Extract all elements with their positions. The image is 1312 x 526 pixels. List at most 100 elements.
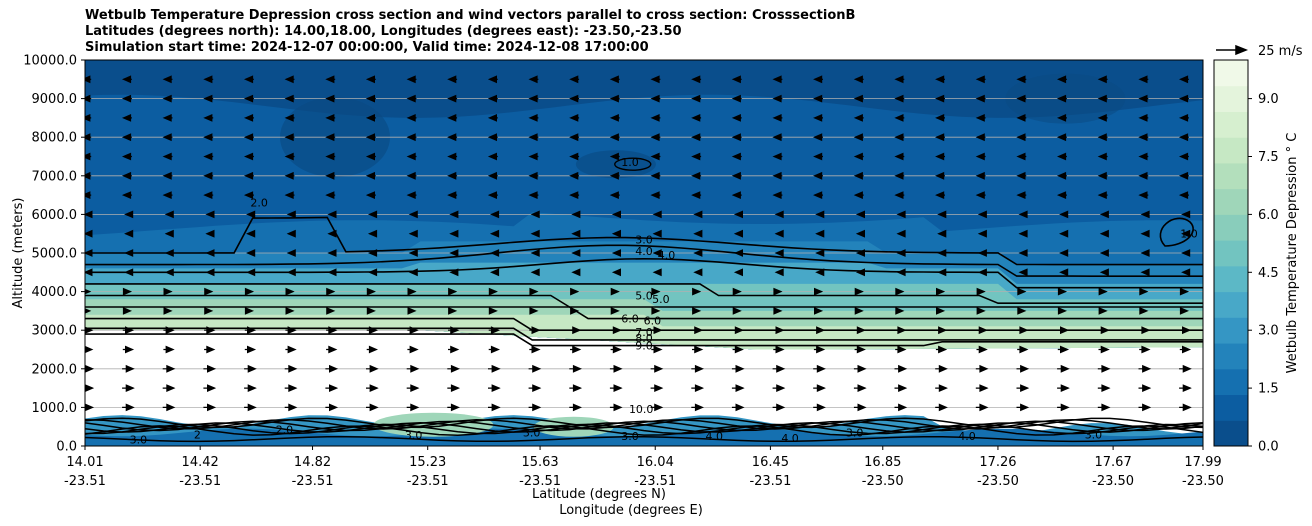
wind-vector: [935, 384, 948, 393]
wind-vector: [243, 152, 254, 161]
x-tick-label-lat: 15.23: [409, 455, 446, 470]
wind-vector: [1017, 306, 1027, 315]
wind-vector: [203, 75, 214, 84]
wind-vector: [732, 345, 744, 354]
wind-vector: [365, 94, 376, 103]
wind-vector: [570, 345, 582, 354]
contour-label: 8.0: [635, 332, 653, 345]
colorbar-segment: [1214, 317, 1248, 344]
wind-vector: [448, 306, 458, 315]
wind-vector: [815, 229, 825, 238]
wind-vector: [1016, 94, 1027, 103]
wind-vector: [1099, 229, 1109, 238]
wind-vector: [407, 326, 419, 335]
contour-label: 3.0: [130, 433, 148, 446]
wind-vector: [85, 308, 92, 314]
colorbar-segment: [1214, 137, 1248, 164]
wind-vector: [246, 268, 256, 277]
wind-vector: [937, 229, 947, 238]
contour-line: [85, 216, 1203, 266]
contour-line: [85, 419, 1203, 430]
wind-vector: [406, 171, 417, 180]
wind-vector: [366, 364, 379, 373]
contour-line: [85, 423, 1203, 435]
wind-vector: [203, 133, 214, 142]
wind-vector: [122, 345, 135, 354]
wind-vector: [489, 249, 500, 257]
wind-vector: [447, 384, 461, 393]
wind-vector: [447, 171, 458, 180]
wind-vector: [163, 287, 173, 296]
contour-line: [1159, 217, 1194, 247]
wind-vector: [529, 345, 541, 354]
wind-vector: [1179, 364, 1192, 373]
wind-vector: [243, 133, 254, 142]
wind-vector: [1178, 191, 1189, 200]
wind-vector: [124, 249, 134, 257]
wind-vector: [1016, 191, 1027, 200]
fill-band-7: [85, 314, 1203, 350]
wind-vector: [163, 326, 175, 335]
wind-vector: [774, 249, 784, 257]
wind-vector: [894, 94, 905, 103]
wind-vector: [1097, 403, 1111, 412]
wind-vector: [896, 210, 906, 219]
wind-vector: [1138, 152, 1149, 161]
wind-vector: [85, 191, 92, 200]
wind-vector: [570, 306, 580, 315]
wind-vector: [935, 94, 945, 103]
contour-label: 5.0: [635, 289, 653, 302]
wind-vector: [1139, 287, 1149, 296]
wind-vector: [975, 94, 986, 103]
wind-vector: [122, 384, 135, 393]
wind-vector: [1017, 345, 1029, 354]
wind-vector: [609, 94, 620, 103]
colorbar-tick-label: 1.5: [1258, 382, 1279, 397]
wind-vector: [813, 326, 826, 335]
colorbar-tick-label: 4.5: [1258, 266, 1279, 281]
colorbar-tick-label: 9.0: [1258, 92, 1279, 107]
wind-vector: [528, 171, 539, 180]
wind-vector: [936, 306, 946, 315]
wind-vector: [327, 268, 337, 277]
wind-vector: [1097, 94, 1108, 103]
wind-vector: [286, 268, 296, 277]
wind-vector: [691, 403, 705, 412]
wind-vector: [935, 403, 948, 412]
wind-vector: [489, 268, 500, 277]
colorbar-segment: [1214, 368, 1248, 396]
wind-vector: [813, 171, 823, 180]
wind-vector: [813, 152, 823, 161]
wind-vector: [447, 152, 458, 161]
colorbar-segment: [1214, 291, 1248, 318]
wind-vector: [530, 249, 540, 257]
wind-vector: [1139, 326, 1151, 335]
wind-vector: [124, 268, 134, 277]
wind-vector: [284, 171, 295, 180]
wind-vector: [772, 384, 786, 393]
wind-vector: [853, 171, 864, 180]
contour-line: [85, 244, 1203, 277]
y-tick-label: 6000.0: [32, 208, 78, 223]
wind-vector: [447, 94, 458, 103]
wind-vector: [488, 364, 501, 373]
contour-label: 6.0: [621, 312, 639, 325]
wind-vector: [162, 94, 173, 103]
wind-vector: [488, 287, 498, 296]
wind-vector: [814, 306, 824, 315]
wind-vector: [1178, 171, 1189, 180]
wind-vector: [449, 268, 459, 277]
wind-vector: [731, 171, 742, 180]
wind-vector: [487, 94, 498, 103]
wind-vector: [610, 306, 620, 315]
wind-vector: [651, 345, 663, 354]
wind-vector: [367, 268, 378, 277]
wind-vector: [85, 288, 92, 295]
wind-vector: [366, 403, 379, 412]
contour-label: 10.0: [629, 403, 654, 416]
contour-line: [85, 306, 1203, 320]
wind-vector: [487, 113, 498, 122]
wind-vector: [975, 364, 989, 373]
wind-vector: [1178, 94, 1189, 103]
wind-vector: [1057, 306, 1068, 315]
